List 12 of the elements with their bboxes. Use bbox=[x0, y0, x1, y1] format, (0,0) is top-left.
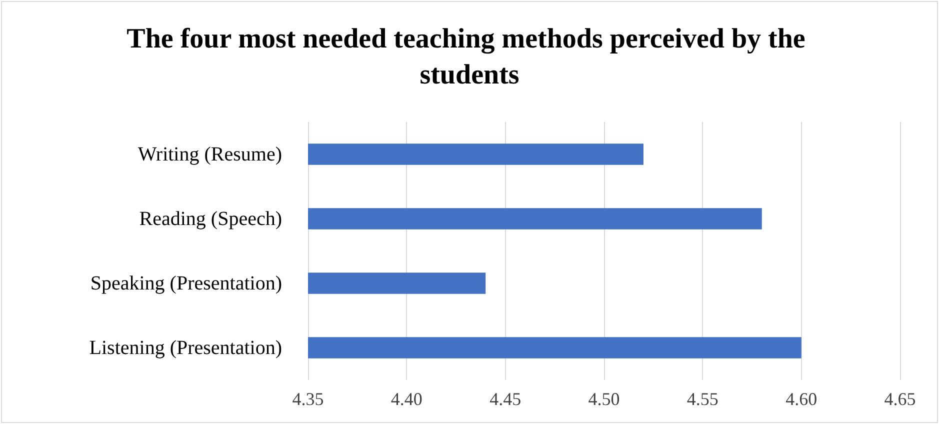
y-tick-label: Listening (Presentation) bbox=[89, 336, 282, 359]
y-tick-label: Reading (Speech) bbox=[139, 208, 282, 230]
x-tick-label: 4.65 bbox=[884, 389, 916, 409]
x-tick-label: 4.35 bbox=[292, 389, 324, 409]
x-tick-label: 4.40 bbox=[390, 389, 422, 409]
y-tick-label: Speaking (Presentation) bbox=[90, 272, 282, 294]
y-tick-label: Writing (Resume) bbox=[138, 143, 282, 166]
x-tick-label: 4.45 bbox=[490, 389, 522, 409]
x-tick-label: 4.55 bbox=[686, 389, 718, 409]
x-tick-label: 4.50 bbox=[588, 389, 620, 409]
chart-title: The four most needed teaching methods perceived by the students bbox=[126, 24, 812, 90]
x-tick-label: 4.60 bbox=[786, 389, 818, 409]
